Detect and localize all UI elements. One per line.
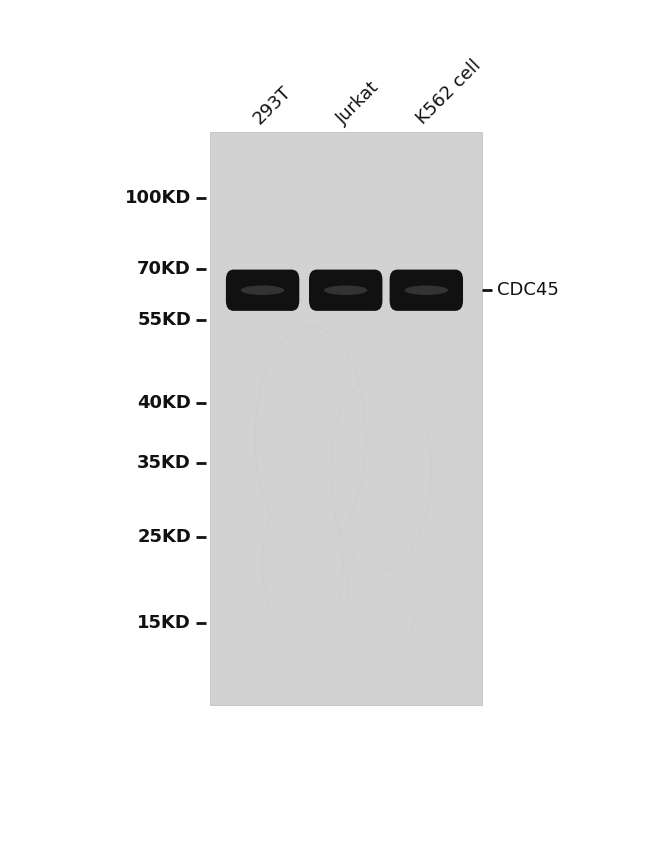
Text: 15KD: 15KD	[137, 614, 191, 632]
Text: 100KD: 100KD	[125, 189, 191, 207]
FancyBboxPatch shape	[309, 269, 382, 311]
Text: 25KD: 25KD	[137, 528, 191, 546]
Text: K562 cell: K562 cell	[413, 56, 485, 127]
Text: 40KD: 40KD	[137, 394, 191, 412]
Text: 35KD: 35KD	[137, 454, 191, 472]
Ellipse shape	[404, 286, 448, 295]
Text: 55KD: 55KD	[137, 311, 191, 329]
FancyBboxPatch shape	[226, 269, 299, 311]
Ellipse shape	[241, 286, 284, 295]
Text: 70KD: 70KD	[137, 260, 191, 278]
FancyBboxPatch shape	[210, 133, 482, 705]
Text: CDC45: CDC45	[497, 281, 559, 299]
Text: Jurkat: Jurkat	[333, 78, 383, 127]
Ellipse shape	[324, 286, 367, 295]
FancyBboxPatch shape	[389, 269, 463, 311]
Text: 293T: 293T	[250, 83, 295, 127]
